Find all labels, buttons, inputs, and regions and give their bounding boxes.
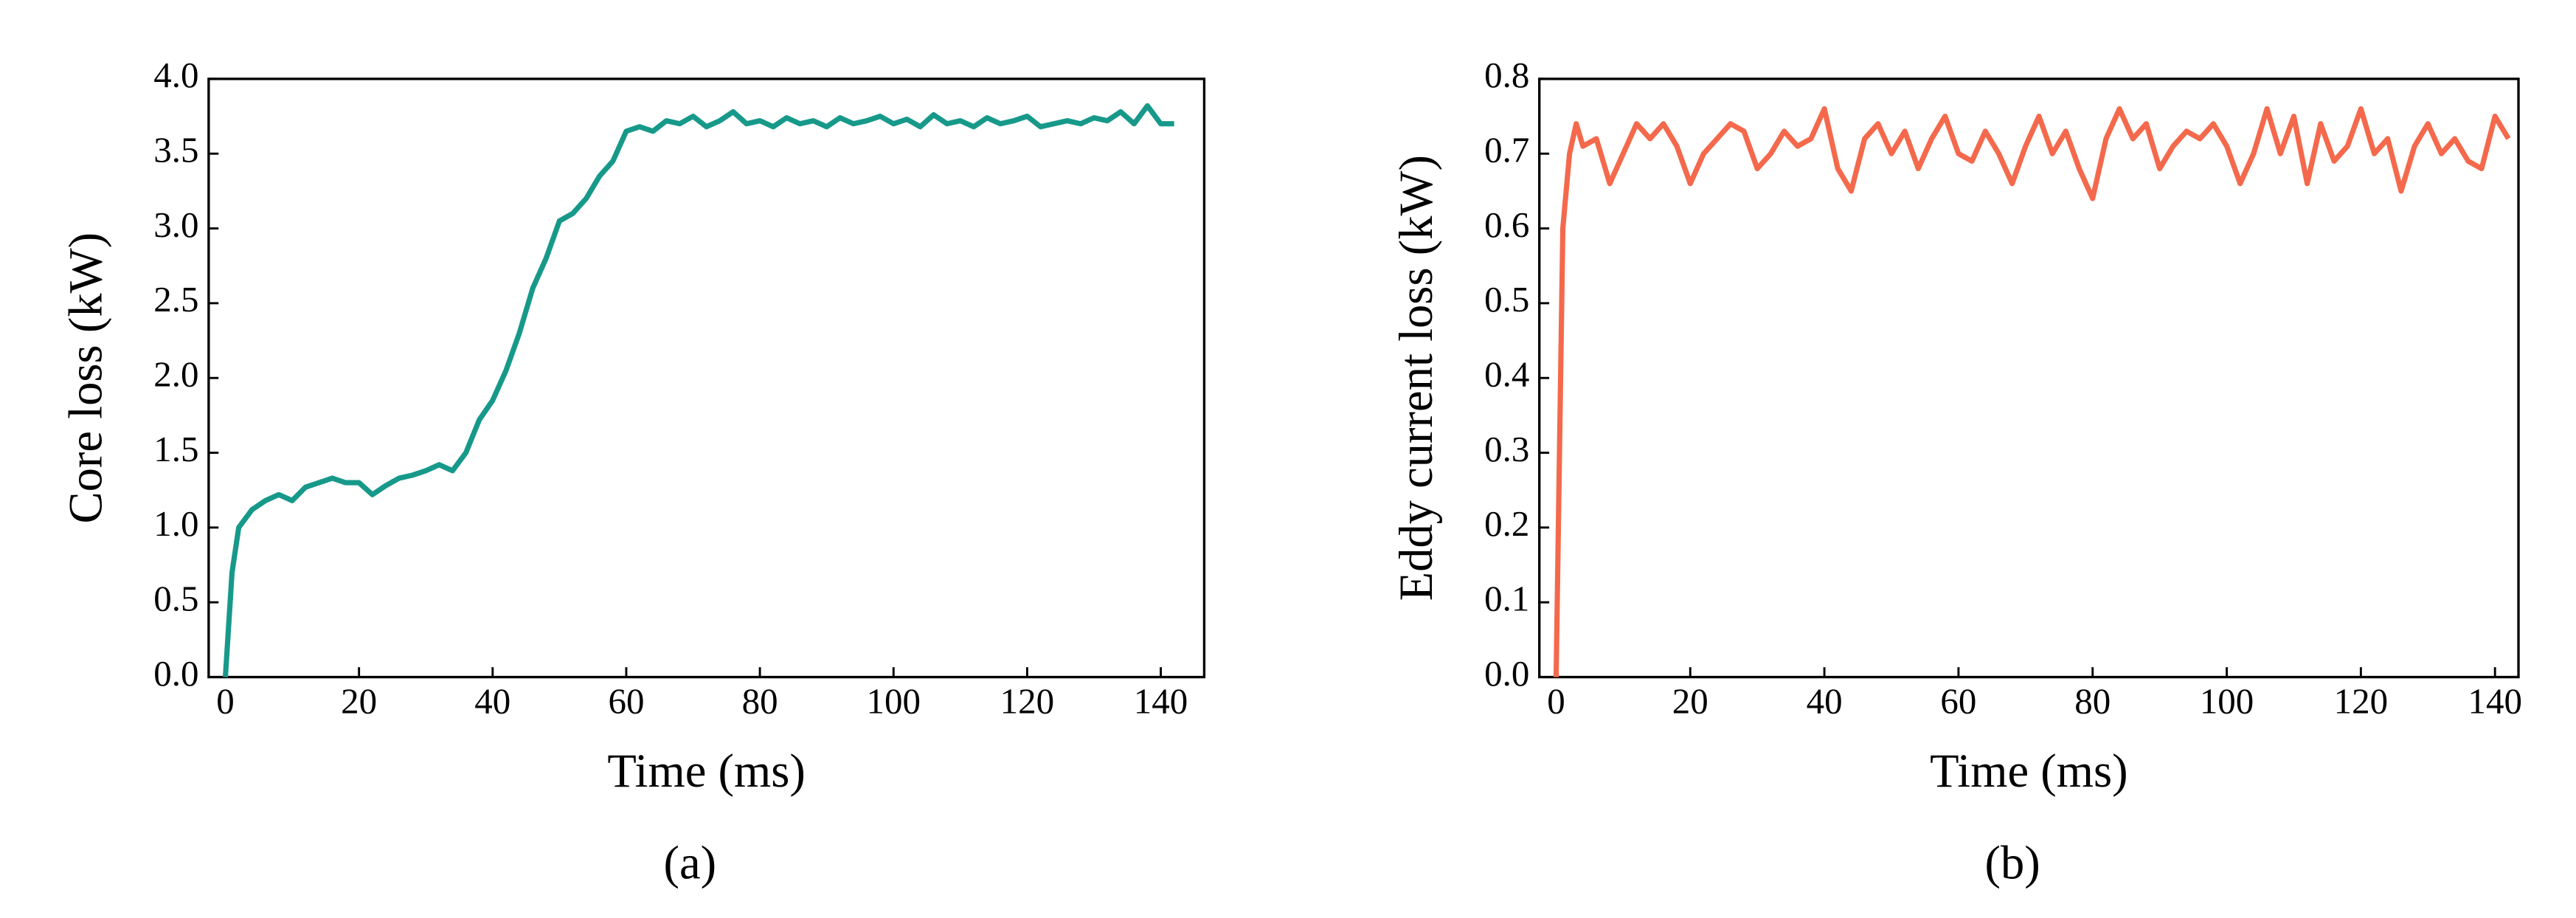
y-tick-label: 4.0 bbox=[153, 55, 198, 95]
x-tick-label: 140 bbox=[2468, 681, 2521, 722]
x-axis-label: Time (ms) bbox=[607, 744, 806, 798]
data-line bbox=[1553, 106, 2511, 677]
x-tick-label: 140 bbox=[1134, 681, 1188, 722]
y-axis-label: Eddy current loss (kW) bbox=[1389, 155, 1443, 601]
x-tick-label: 60 bbox=[1940, 681, 1976, 722]
x-tick-label: 60 bbox=[608, 681, 644, 722]
y-tick-label: 3.5 bbox=[153, 129, 198, 170]
y-tick-label: 0.3 bbox=[1484, 429, 1529, 469]
y-tick-label: 0.6 bbox=[1484, 204, 1529, 245]
caption: (a) bbox=[664, 836, 717, 890]
x-tick-label: 100 bbox=[867, 681, 921, 722]
data-line bbox=[222, 103, 1174, 677]
y-tick-label: 1.5 bbox=[153, 429, 198, 469]
y-tick-label: 0.1 bbox=[1484, 578, 1529, 618]
plot-frame bbox=[207, 77, 1206, 679]
y-tick-label: 0.5 bbox=[153, 578, 198, 618]
y-tick-label: 1.0 bbox=[153, 503, 198, 544]
y-tick-label: 0.0 bbox=[153, 653, 198, 694]
y-tick-label: 0.0 bbox=[1484, 653, 1529, 694]
x-tick-label: 120 bbox=[1000, 681, 1054, 722]
y-tick-label: 0.5 bbox=[1484, 279, 1529, 320]
x-tick-label: 0 bbox=[216, 681, 234, 722]
caption: (b) bbox=[1984, 836, 2040, 890]
y-tick-label: 3.0 bbox=[153, 204, 198, 245]
y-tick-label: 0.4 bbox=[1484, 353, 1529, 394]
x-tick-label: 80 bbox=[742, 681, 778, 722]
y-tick-label: 2.0 bbox=[153, 353, 198, 394]
x-tick-label: 40 bbox=[474, 681, 510, 722]
x-tick-label: 20 bbox=[1672, 681, 1708, 722]
x-tick-label: 80 bbox=[2074, 681, 2111, 722]
x-tick-label: 20 bbox=[341, 681, 377, 722]
x-tick-label: 120 bbox=[2334, 681, 2388, 722]
y-tick-label: 0.8 bbox=[1484, 55, 1529, 95]
y-tick-label: 2.5 bbox=[153, 279, 198, 320]
x-tick-label: 100 bbox=[2200, 681, 2254, 722]
y-axis-label: Core loss (kW) bbox=[58, 232, 112, 524]
y-tick-label: 0.7 bbox=[1484, 129, 1529, 170]
x-tick-label: 0 bbox=[1547, 681, 1565, 722]
x-tick-label: 40 bbox=[1807, 681, 1843, 722]
x-axis-label: Time (ms) bbox=[1930, 744, 2128, 798]
y-tick-label: 0.2 bbox=[1484, 503, 1529, 544]
